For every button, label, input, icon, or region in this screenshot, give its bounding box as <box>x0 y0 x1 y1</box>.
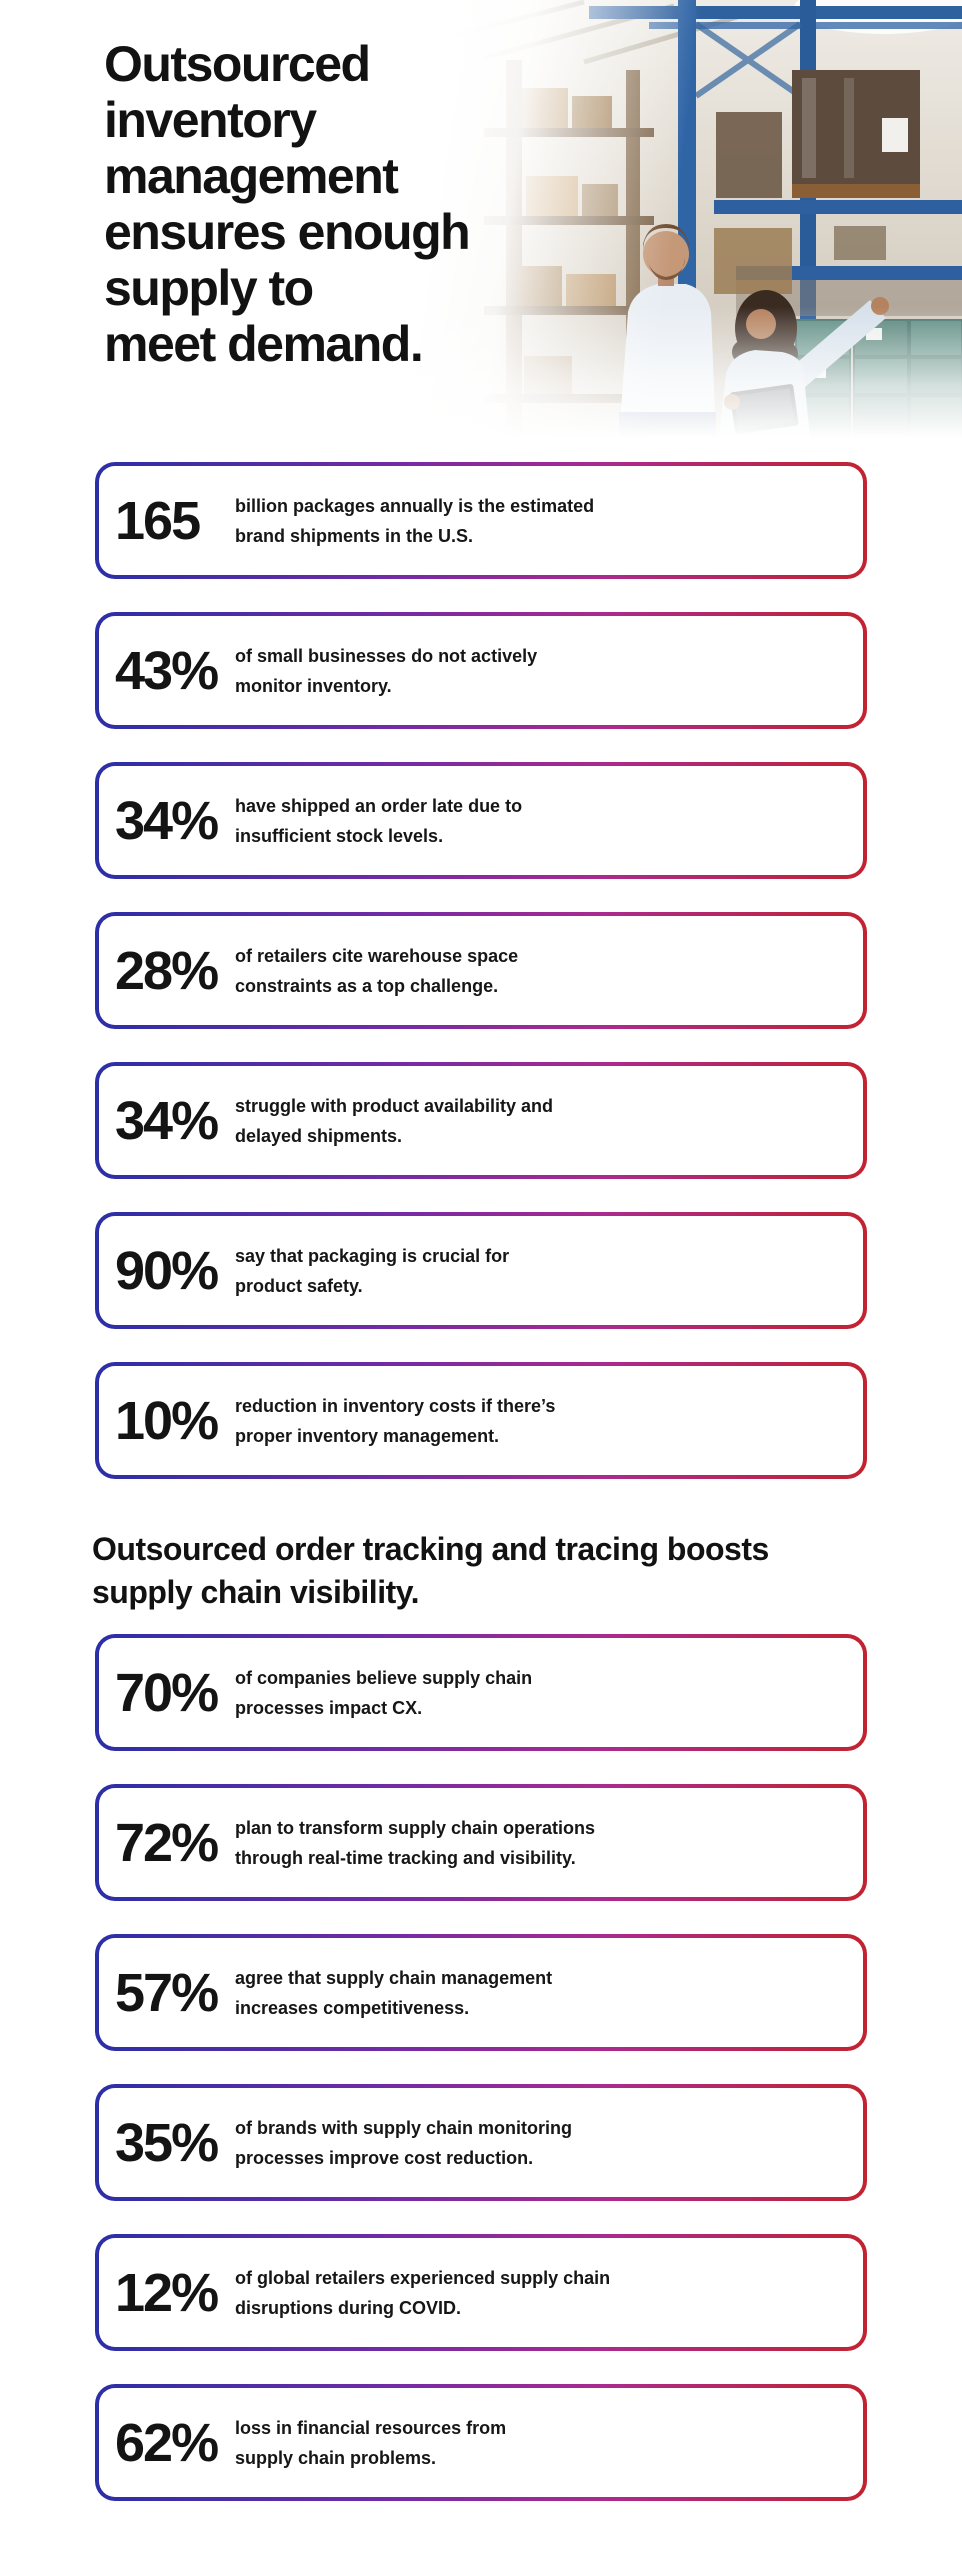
stat-card: 28% of retailers cite warehouse space co… <box>95 912 867 1029</box>
stat-card: 72% plan to transform supply chain opera… <box>95 1784 867 1901</box>
stat-value: 72% <box>115 1812 219 1873</box>
stat-value: 70% <box>115 1662 219 1723</box>
hero-heading: Outsourced inventory management ensures … <box>104 36 471 372</box>
warehouse-photo <box>414 0 962 438</box>
stat-card: 12% of global retailers experienced supp… <box>95 2234 867 2351</box>
stat-value: 12% <box>115 2262 219 2323</box>
stat-value: 34% <box>115 1090 219 1151</box>
stat-description: billion packages annually is the estimat… <box>235 495 595 546</box>
stat-description: struggle with product availability and d… <box>235 1095 554 1146</box>
stat-description: plan to transform supply chain operation… <box>235 1817 596 1868</box>
stat-card: 57% agree that supply chain management i… <box>95 1934 867 2051</box>
stat-description: say that packaging is crucial for produc… <box>235 1245 510 1296</box>
inventory-stats-section: 165 billion packages annually is the est… <box>0 462 962 1479</box>
stat-description: of small businesses do not actively moni… <box>235 645 538 696</box>
stat-description: of brands with supply chain monitoring p… <box>235 2117 572 2168</box>
hero-section: Outsourced inventory management ensures … <box>0 0 962 462</box>
stat-description: of global retailers experienced supply c… <box>235 2267 611 2318</box>
stat-value: 28% <box>115 940 219 1001</box>
stat-card: 90% say that packaging is crucial for pr… <box>95 1212 867 1329</box>
stat-value: 62% <box>115 2412 219 2473</box>
stat-description: loss in financial resources from supply … <box>235 2417 507 2468</box>
stat-description: of retailers cite warehouse space constr… <box>235 945 519 996</box>
stat-value: 165 <box>115 490 201 551</box>
warehouse-photo-illustration <box>414 0 962 438</box>
stat-value: 43% <box>115 640 219 701</box>
stat-value: 10% <box>115 1390 219 1451</box>
stat-card: 43% of small businesses do not actively … <box>95 612 867 729</box>
stat-description: have shipped an order late due to insuff… <box>235 795 523 846</box>
tracking-stats-section: 70% of companies believe supply chain pr… <box>0 1634 962 2501</box>
stat-value: 57% <box>115 1962 219 2023</box>
stat-value: 34% <box>115 790 219 851</box>
stat-card: 165 billion packages annually is the est… <box>95 462 867 579</box>
stat-description: agree that supply chain management incre… <box>235 1967 553 2018</box>
stat-card: 10% reduction in inventory costs if ther… <box>95 1362 867 1479</box>
stat-card: 34% struggle with product availability a… <box>95 1062 867 1179</box>
stat-value: 90% <box>115 1240 219 1301</box>
stat-card: 62% loss in financial resources from sup… <box>95 2384 867 2501</box>
stat-card: 70% of companies believe supply chain pr… <box>95 1634 867 1751</box>
stat-card: 34% have shipped an order late due to in… <box>95 762 867 879</box>
tracking-section-heading: Outsourced order tracking and tracing bo… <box>92 1531 769 1610</box>
stat-description: of companies believe supply chain proces… <box>235 1667 533 1718</box>
stat-value: 35% <box>115 2112 219 2173</box>
stat-card: 35% of brands with supply chain monitori… <box>95 2084 867 2201</box>
stat-description: reduction in inventory costs if there’s … <box>235 1395 556 1446</box>
